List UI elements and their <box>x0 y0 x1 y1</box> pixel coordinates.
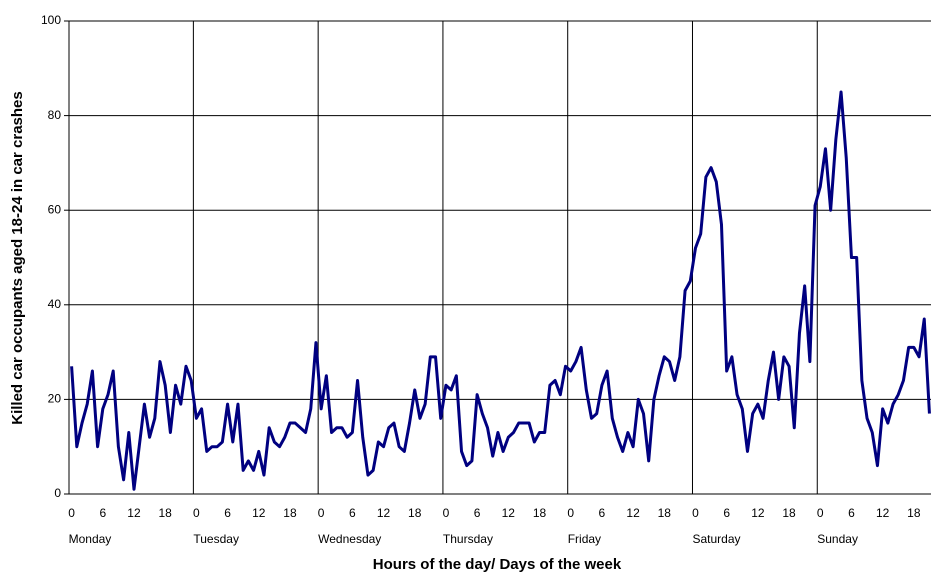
day-label: Sunday <box>817 532 858 546</box>
x-axis-title: Hours of the day/ Days of the week <box>373 556 622 573</box>
x-tick-label: 6 <box>848 506 855 520</box>
x-tick-label: 0 <box>193 506 200 520</box>
x-tick-label: 6 <box>224 506 231 520</box>
y-tick-label: 40 <box>48 297 62 311</box>
day-label: Thursday <box>443 532 493 546</box>
x-tick-label: 12 <box>751 506 765 520</box>
y-axis-title: Killed car occupants aged 18-24 in car c… <box>9 91 26 425</box>
y-tick-label: 60 <box>48 202 62 216</box>
x-tick-label: 18 <box>283 506 297 520</box>
x-tick-label: 18 <box>159 506 173 520</box>
x-tick-label: 18 <box>533 506 547 520</box>
day-label: Saturday <box>692 532 740 546</box>
x-tick-label: 6 <box>723 506 730 520</box>
x-tick-label: 12 <box>876 506 890 520</box>
y-tick-label: 80 <box>48 108 62 122</box>
x-tick-label: 18 <box>907 506 921 520</box>
x-tick-label: 18 <box>782 506 796 520</box>
day-label: Monday <box>69 532 112 546</box>
x-tick-label: 0 <box>567 506 574 520</box>
x-tick-label: 6 <box>599 506 606 520</box>
day-label: Tuesday <box>193 532 239 546</box>
x-tick-label: 12 <box>502 506 516 520</box>
x-tick-label: 12 <box>626 506 640 520</box>
x-tick-label: 0 <box>443 506 450 520</box>
x-tick-label: 12 <box>252 506 266 520</box>
x-tick-label: 18 <box>658 506 672 520</box>
x-tick-label: 12 <box>377 506 391 520</box>
x-tick-label: 6 <box>474 506 481 520</box>
x-tick-label: 0 <box>817 506 824 520</box>
data-line <box>70 90 931 491</box>
x-tick-label: 0 <box>692 506 699 520</box>
day-label: Wednesday <box>318 532 381 546</box>
x-tick-label: 6 <box>99 506 106 520</box>
day-label: Friday <box>568 532 601 546</box>
x-tick-label: 6 <box>349 506 356 520</box>
y-tick-label: 20 <box>48 392 62 406</box>
x-tick-label: 12 <box>127 506 141 520</box>
x-tick-label: 0 <box>318 506 325 520</box>
x-tick-label: 18 <box>408 506 422 520</box>
y-tick-label: 100 <box>41 13 61 27</box>
y-tick-label: 0 <box>54 486 61 500</box>
x-tick-label: 0 <box>68 506 75 520</box>
